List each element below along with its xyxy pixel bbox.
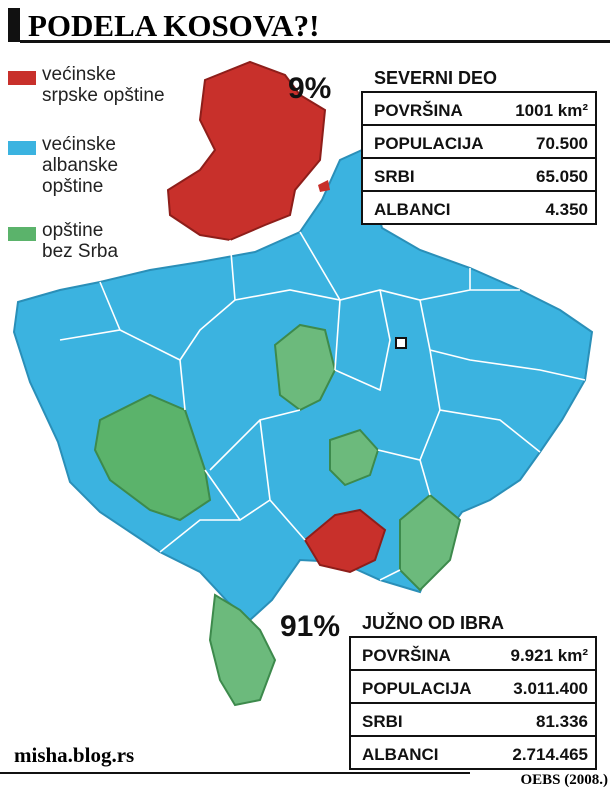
title: PODELA KOSOVA?!: [28, 8, 319, 43]
row-label: POVRŠINA: [362, 646, 451, 665]
region-small-red: [318, 180, 330, 192]
source-credit: OEBS (2008.): [520, 772, 608, 788]
row-label: ALBANCI: [374, 200, 451, 219]
legend-swatch: [8, 71, 36, 85]
legend-swatch: [8, 141, 36, 155]
row-value: 65.050: [536, 167, 588, 186]
row-value: 70.500: [536, 134, 588, 153]
map: [12, 60, 594, 707]
region-west-green: [93, 393, 212, 522]
legend-text: srpske opštine: [42, 85, 165, 106]
table-title: JUŽNO OD IBRA: [362, 612, 504, 633]
north-percent: 9%: [288, 72, 331, 105]
row-label: SRBI: [362, 712, 403, 731]
title-bar: [8, 8, 20, 42]
table-row: [361, 157, 597, 192]
row-label: POPULACIJA: [374, 134, 484, 153]
row-value: 9.921 km²: [511, 646, 589, 665]
row-label: ALBANCI: [362, 745, 439, 764]
municipal-borders: [59, 231, 586, 581]
table-row: [349, 636, 597, 671]
region-north-serbian: [166, 60, 327, 242]
row-value: 81.336: [536, 712, 588, 731]
table-row: [361, 91, 597, 126]
legend-text: albanske: [42, 155, 118, 176]
footer-rule: [0, 772, 470, 774]
row-value: 3.011.400: [513, 679, 588, 698]
region-south-green: [208, 593, 277, 707]
region-south-serbian: [303, 508, 387, 574]
row-value: 2.714.465: [512, 745, 588, 764]
title-rule: [20, 40, 610, 43]
legend-text: većinske: [42, 64, 116, 85]
table-row: [361, 190, 597, 225]
region-mid-green: [329, 428, 380, 487]
legend-text: opštine: [42, 220, 103, 241]
legend-swatch: [8, 227, 36, 241]
region-center-green: [273, 323, 337, 412]
row-value: 1001 km²: [515, 101, 588, 120]
legend-text: bez Srba: [42, 241, 118, 262]
row-label: POVRŠINA: [374, 101, 463, 120]
legend-text: opštine: [42, 176, 103, 197]
south-percent: 91%: [280, 610, 340, 643]
row-value: 4.350: [545, 200, 588, 219]
table-row: [349, 669, 597, 704]
row-label: POPULACIJA: [362, 679, 472, 698]
tables: SEVERNI DEO POVRŠINA 1001 km² POPULACIJA 70.…: [349, 68, 597, 770]
table-title: SEVERNI DEO: [374, 68, 497, 88]
legend-text: većinske: [42, 134, 116, 155]
table-row: [361, 124, 597, 159]
row-label: SRBI: [374, 167, 415, 186]
site-credit: misha.blog.rs: [14, 743, 134, 767]
capital-marker: [395, 337, 407, 349]
table-row: [349, 735, 597, 770]
